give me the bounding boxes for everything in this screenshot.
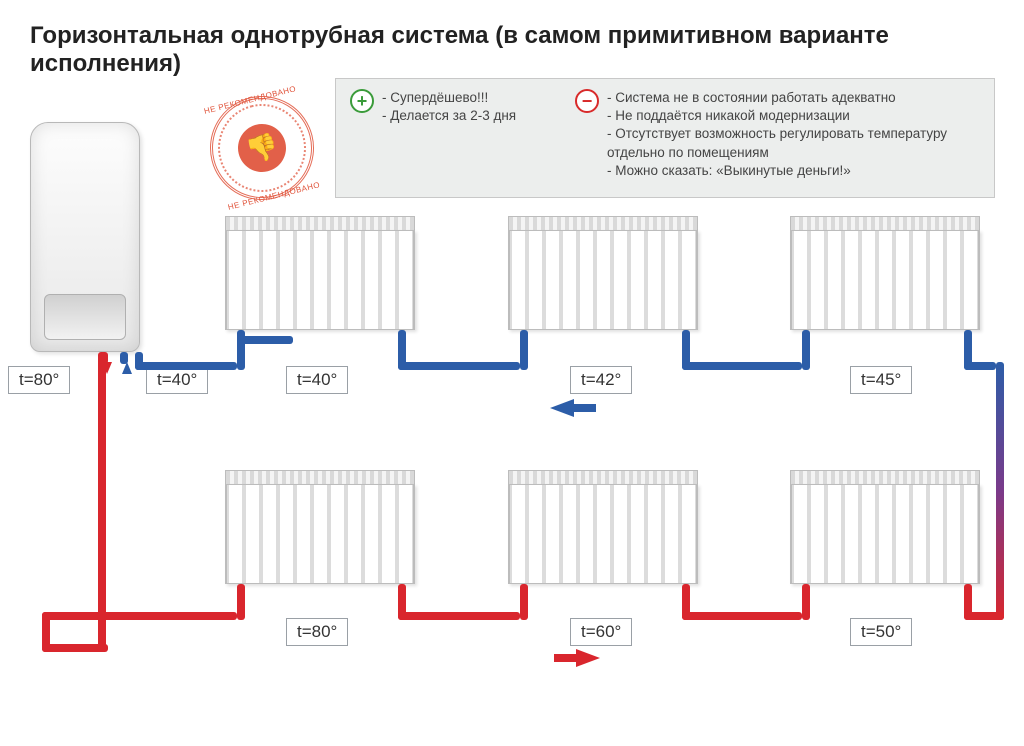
con-item: Не поддаётся никакой модернизации <box>607 107 980 125</box>
radiator <box>225 216 415 330</box>
pros-list: Супердёшево!!! Делается за 2-3 дня <box>382 89 516 187</box>
cons-column: − Система не в состоянии работать адеква… <box>575 89 980 187</box>
pipe <box>237 336 293 344</box>
pipe <box>42 612 237 620</box>
plus-icon: + <box>350 89 374 113</box>
temp-label: t=40° <box>286 366 348 394</box>
temp-label-boiler-in: t=40° <box>146 366 208 394</box>
radiator <box>790 216 980 330</box>
boiler <box>30 122 140 352</box>
pipe <box>135 362 237 370</box>
temp-label: t=60° <box>570 618 632 646</box>
temp-label: t=80° <box>286 618 348 646</box>
temp-label: t=42° <box>570 366 632 394</box>
page-title: Горизонтальная однотрубная система (в са… <box>30 22 1024 78</box>
pipe <box>237 584 245 620</box>
pipe <box>682 362 802 370</box>
flow-arrow-right-icon <box>576 649 600 667</box>
pros-column: + Супердёшево!!! Делается за 2-3 дня <box>350 89 575 187</box>
con-item: Отсутствует возможность регулировать тем… <box>607 125 980 161</box>
pipe <box>964 362 996 370</box>
pipe <box>520 584 528 620</box>
radiator <box>508 216 698 330</box>
flow-arrow-left-icon <box>550 399 574 417</box>
pipe <box>964 584 972 620</box>
pipe <box>682 612 802 620</box>
pipe <box>98 352 106 652</box>
pipe <box>802 584 810 620</box>
con-item: Можно сказать: «Выкинутые деньги!» <box>607 162 980 180</box>
radiator <box>790 470 980 584</box>
radiator <box>225 470 415 584</box>
pipe <box>554 654 578 662</box>
temp-label: t=50° <box>850 618 912 646</box>
minus-icon: − <box>575 89 599 113</box>
not-recommended-stamp: НЕ РЕКОМЕНДОВАНО 👎 НЕ РЕКОМЕНДОВАНО <box>199 85 325 211</box>
pipe <box>520 330 528 370</box>
temp-label-boiler-out: t=80° <box>8 366 70 394</box>
cons-list: Система не в состоянии работать адекватн… <box>607 89 980 187</box>
pro-item: Супердёшево!!! <box>382 89 516 107</box>
pros-cons-box: + Супердёшево!!! Делается за 2-3 дня − С… <box>335 78 995 198</box>
pipe <box>572 404 596 412</box>
pipe <box>802 330 810 370</box>
con-item: Система не в состоянии работать адекватн… <box>607 89 980 107</box>
pipe <box>398 612 520 620</box>
pipe-gradient <box>996 362 1004 620</box>
radiator <box>508 470 698 584</box>
pipe <box>398 362 520 370</box>
pro-item: Делается за 2-3 дня <box>382 107 516 125</box>
temp-label: t=45° <box>850 366 912 394</box>
pipe <box>42 644 108 652</box>
